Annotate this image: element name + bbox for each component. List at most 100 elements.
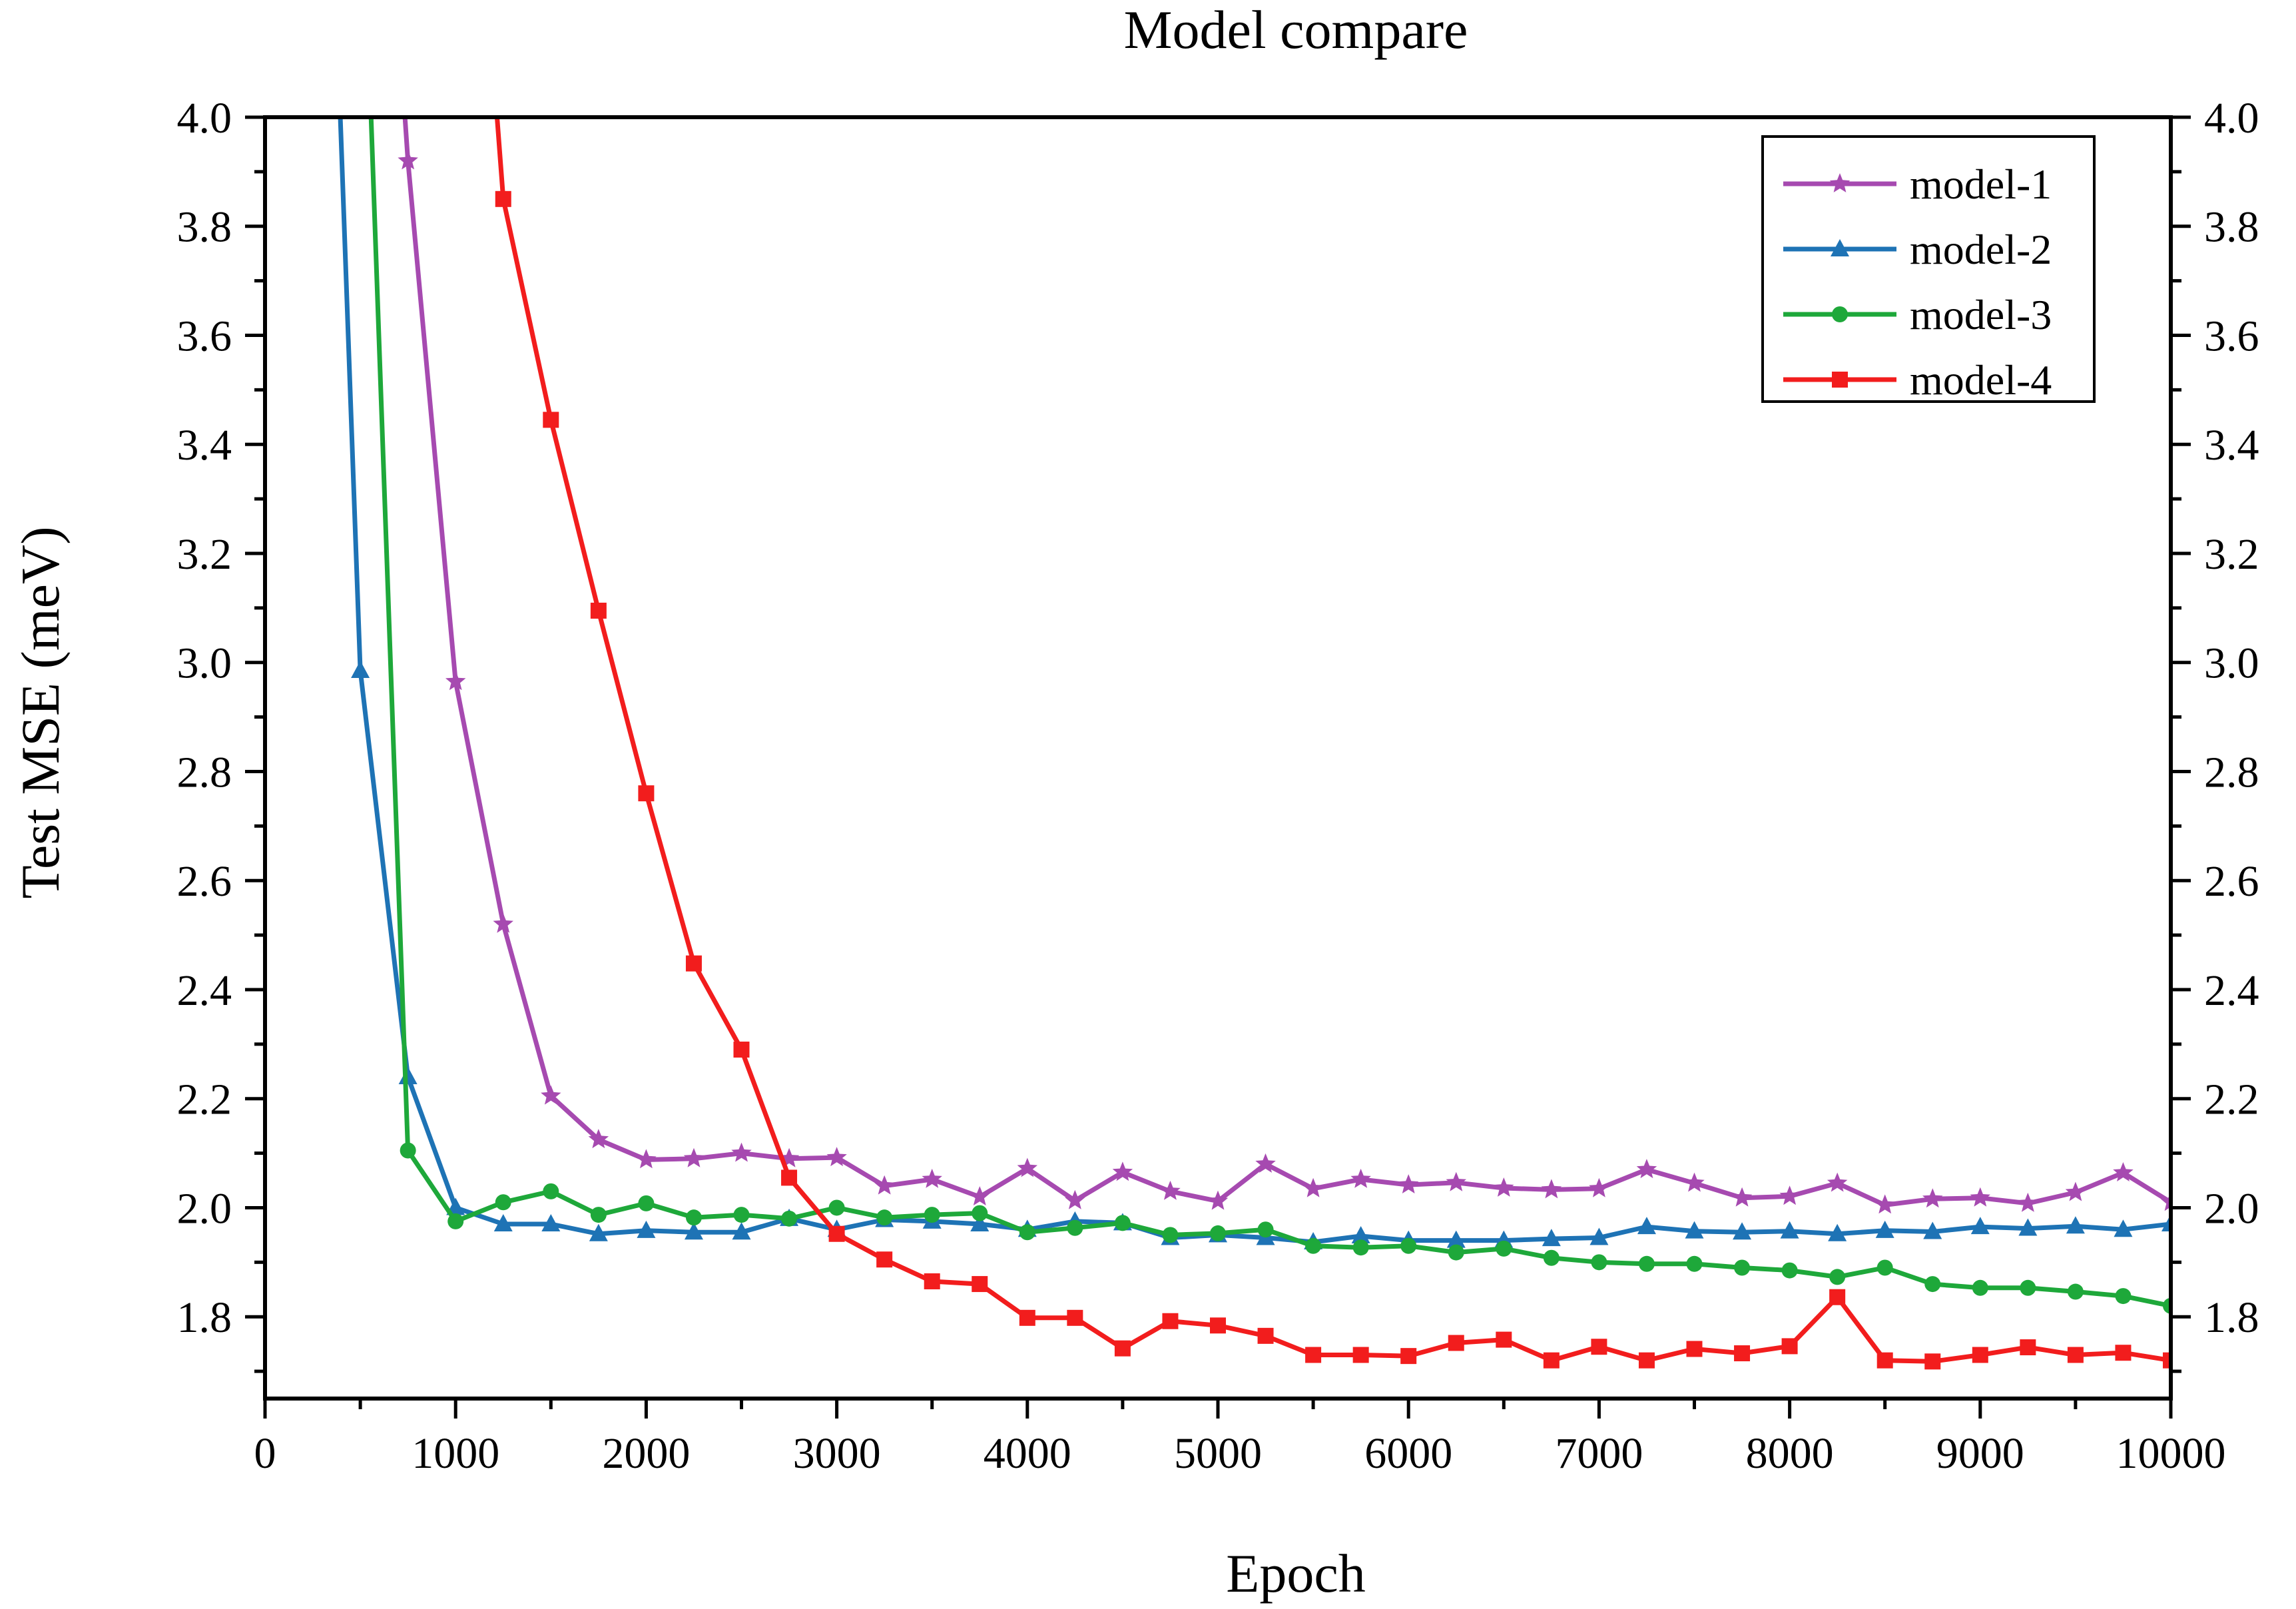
- y-tick-label-left: 3.2: [177, 530, 232, 579]
- legend-item-model-3: model-3: [1783, 291, 2052, 338]
- model-3-point: [1448, 1244, 1464, 1261]
- legend-swatch-marker: [1832, 372, 1848, 388]
- model-1-point: [970, 1186, 990, 1205]
- model-1-point: [874, 1175, 895, 1195]
- model-2-point: [589, 1223, 608, 1241]
- model-3-point: [1019, 1224, 1035, 1241]
- y-tick-label-right: 3.8: [2204, 203, 2259, 252]
- model-3-point: [685, 1209, 702, 1226]
- plot-frame: [263, 115, 2173, 1401]
- model-1-point: [1446, 1171, 1466, 1191]
- y-tick-label-left: 1.8: [177, 1293, 232, 1342]
- model-3-point: [1257, 1221, 1274, 1238]
- model-4-point: [1781, 1338, 1798, 1355]
- model-3-point: [447, 1213, 464, 1229]
- model-4-point: [1305, 1347, 1322, 1363]
- model-2-point: [1923, 1221, 1942, 1239]
- model-4-point: [972, 1276, 988, 1293]
- model-3-point: [1210, 1225, 1226, 1241]
- model-1-point: [1350, 1168, 1371, 1188]
- model-1-point: [1112, 1161, 1133, 1181]
- model-3-point: [1543, 1249, 1560, 1266]
- model-2-point: [1828, 1223, 1847, 1241]
- model-3-point: [2067, 1283, 2084, 1300]
- model-1-point: [588, 1129, 609, 1149]
- legend-box: [1761, 135, 2096, 403]
- model-4-point: [638, 785, 655, 802]
- model-1-point: [1207, 1190, 1229, 1210]
- y-tick-label-left: 3.0: [177, 639, 232, 688]
- model-3-point: [1781, 1262, 1798, 1279]
- model-4-point: [1448, 1335, 1464, 1351]
- x-axis-title: Epoch: [1226, 1543, 1365, 1604]
- model-3-point: [1400, 1237, 1417, 1254]
- model-4-point: [2067, 1347, 2084, 1363]
- model-4-point: [1591, 1339, 1607, 1355]
- legend-swatch-marker: [1831, 239, 1849, 256]
- y-tick-label-left: 2.8: [177, 748, 232, 797]
- model-4-point: [1210, 1317, 1226, 1334]
- model-2-point: [1875, 1220, 1894, 1238]
- legend-label: model-4: [1910, 356, 2052, 404]
- y-tick-label-right: 3.2: [2204, 530, 2259, 579]
- y-tick-label-right: 2.6: [2204, 857, 2259, 906]
- legend-item-model-4: model-4: [1783, 356, 2052, 404]
- model-3-point: [1591, 1254, 1607, 1271]
- model-2-point: [2066, 1216, 2085, 1234]
- y-tick-label-right: 2.8: [2204, 748, 2259, 797]
- model-4-point: [590, 602, 607, 619]
- model-3-point: [924, 1207, 940, 1223]
- model-1-point: [778, 1147, 800, 1167]
- model-3-point: [1972, 1279, 1988, 1296]
- model-2-point: [1733, 1222, 1752, 1240]
- model-1-point: [2113, 1162, 2134, 1181]
- model-1-point: [1398, 1174, 1419, 1193]
- model-3-point: [2020, 1279, 2036, 1296]
- x-tick-label: 2000: [602, 1429, 690, 1478]
- axis-tick-labels: 0 1000 2000 3000 4000 5000 6000 7000 8000 9000 100…: [177, 94, 2259, 1478]
- series-model-3: [368, 117, 2171, 1314]
- model-1-point: [2065, 1181, 2086, 1201]
- y-tick-label-right: 2.0: [2204, 1184, 2259, 1233]
- model-3-point: [1638, 1255, 1655, 1272]
- model-3-point: [1305, 1237, 1322, 1254]
- model-3-point: [1686, 1255, 1703, 1272]
- model-1-point: [636, 1149, 657, 1169]
- model-3-point: [1734, 1259, 1751, 1276]
- legend: model-1 model-2 model-3 model-4: [1761, 135, 2096, 404]
- x-tick-label: 1000: [412, 1429, 499, 1478]
- model-2-point: [541, 1214, 561, 1232]
- model-3-point: [1496, 1240, 1512, 1257]
- model-2-point: [1780, 1221, 1799, 1239]
- model-4-point: [1876, 1352, 1893, 1369]
- y-tick-label-right: 2.4: [2204, 966, 2259, 1015]
- model-4-point: [2115, 1345, 2132, 1361]
- model-4-point: [1972, 1347, 1988, 1363]
- model-3-point: [495, 1194, 511, 1211]
- model-4-point: [733, 1042, 750, 1058]
- legend-item-model-1: model-1: [1783, 161, 2052, 208]
- y-tick-label-left: 2.6: [177, 857, 232, 906]
- model-1-point: [1494, 1177, 1514, 1197]
- model-1-point: [922, 1168, 942, 1188]
- series-model-1: [398, 117, 2171, 1214]
- model-3-point: [733, 1207, 750, 1223]
- model-3-point: [781, 1210, 798, 1227]
- model-3-point: [1829, 1269, 1846, 1285]
- legend-swatch-marker: [1829, 173, 1851, 192]
- y-tick-label-left: 2.2: [177, 1076, 232, 1124]
- model-3-point: [1876, 1259, 1893, 1276]
- model-2-point: [970, 1214, 990, 1232]
- model-1-point: [1302, 1177, 1324, 1197]
- x-tick-label: 3000: [793, 1429, 881, 1478]
- model-3-point: [543, 1183, 559, 1199]
- model-4-point: [543, 412, 559, 428]
- legend-label: model-2: [1910, 226, 2052, 273]
- model-1-point: [541, 1085, 561, 1105]
- model-1-point: [1970, 1187, 1990, 1207]
- model-2-point: [493, 1214, 513, 1232]
- model-2-point: [637, 1220, 656, 1238]
- model-4-point: [1114, 1340, 1131, 1357]
- model-1-point: [1017, 1157, 1037, 1177]
